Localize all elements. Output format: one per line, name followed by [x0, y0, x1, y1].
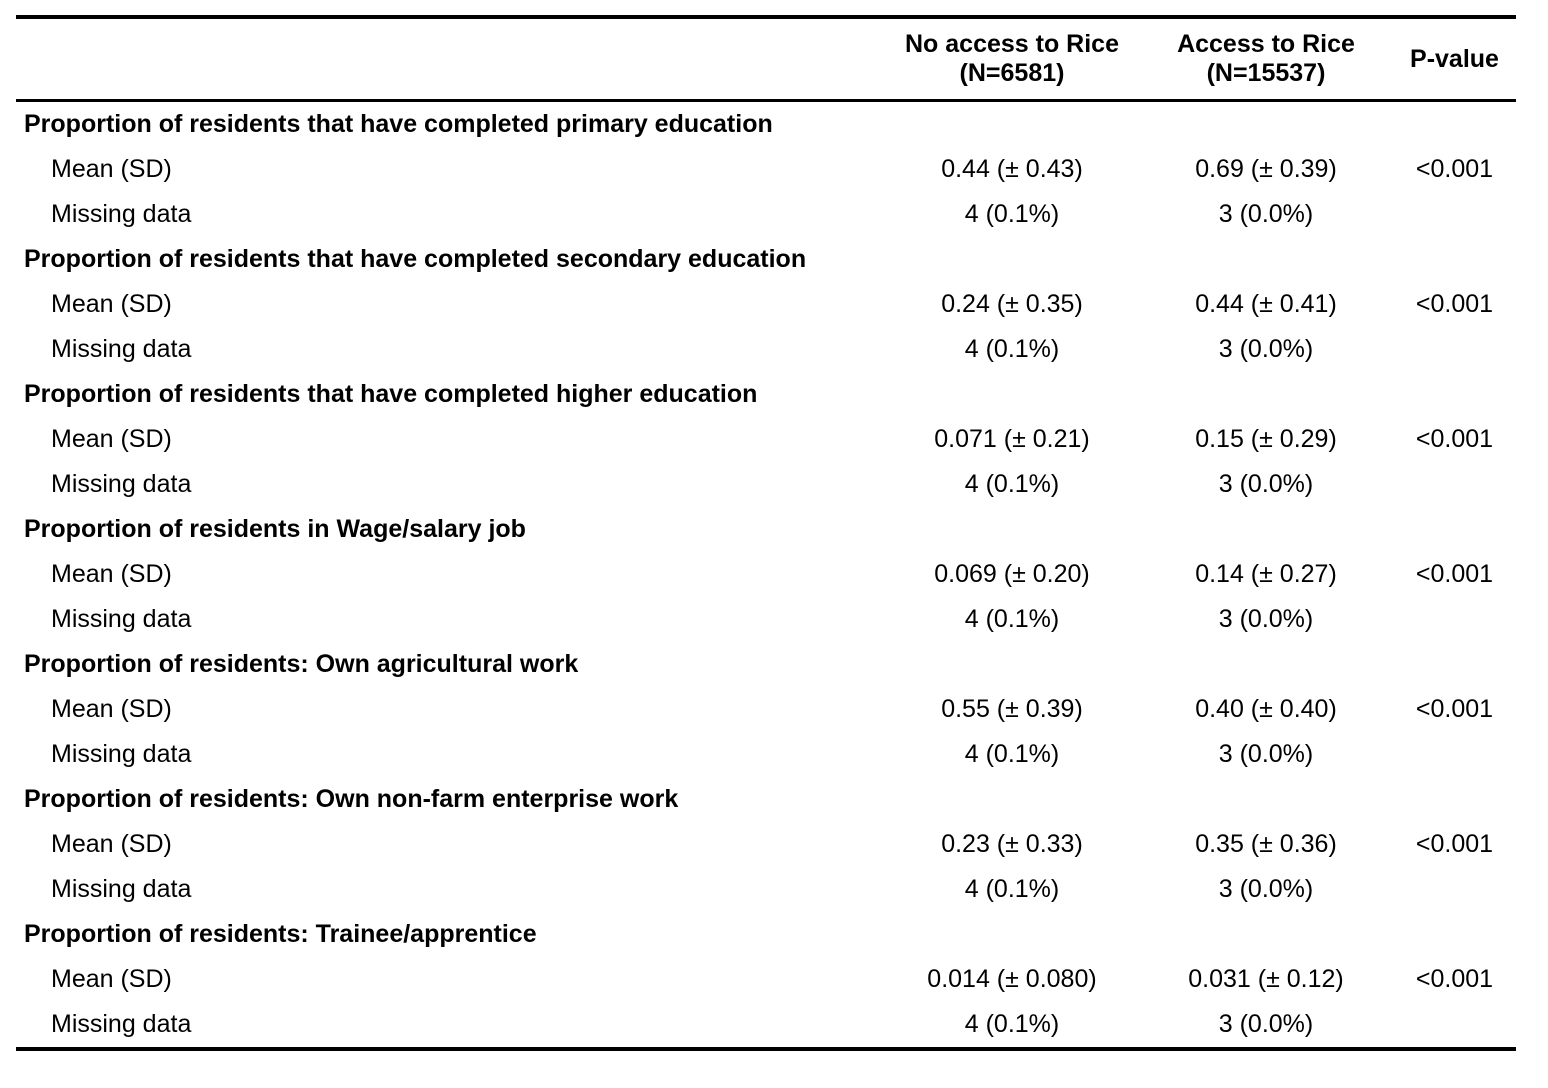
no-access-cell: 4 (0.1%)	[964, 875, 1060, 903]
missing-row: Missing data 4 (0.1%) 3 (0.0%)	[16, 867, 1516, 912]
group-header-row: Proportion of residents that have comple…	[16, 237, 1516, 282]
stat-label: Mean (SD)	[51, 695, 172, 723]
access-cell: 3 (0.0%)	[1218, 200, 1314, 228]
no-access-cell: 0.23 (± 0.33)	[941, 830, 1083, 858]
no-access-cell: 4 (0.1%)	[964, 605, 1060, 633]
missing-row: Missing data 4 (0.1%) 3 (0.0%)	[16, 192, 1516, 237]
no-access-cell: 0.069 (± 0.20)	[934, 560, 1090, 588]
access-cell: 0.40 (± 0.40)	[1195, 695, 1337, 723]
p-value-cell: <0.001	[1415, 830, 1494, 858]
top-rule	[16, 15, 1516, 19]
missing-row: Missing data 4 (0.1%) 3 (0.0%)	[16, 462, 1516, 507]
p-value-cell: <0.001	[1415, 560, 1494, 588]
mean-row: Mean (SD) 0.014 (± 0.080) 0.031 (± 0.12) <0…	[16, 957, 1516, 1002]
bottom-rule	[16, 1047, 1516, 1051]
stat-label: Missing data	[51, 605, 192, 633]
access-cell: 0.35 (± 0.36)	[1195, 830, 1337, 858]
stat-label: Missing data	[51, 470, 192, 498]
group-header-row: Proportion of residents: Own agricultura…	[16, 642, 1516, 687]
header-access-n: (N=15537)	[1206, 59, 1326, 87]
access-cell: 3 (0.0%)	[1218, 740, 1314, 768]
group-header-row: Proportion of residents that have comple…	[16, 372, 1516, 417]
p-value-cell	[1393, 192, 1516, 237]
stat-label: Mean (SD)	[51, 155, 172, 183]
p-value-cell	[1393, 597, 1516, 642]
access-cell: 0.44 (± 0.41)	[1195, 290, 1337, 318]
access-cell: 3 (0.0%)	[1218, 470, 1314, 498]
stat-label: Missing data	[51, 200, 192, 228]
mean-row: Mean (SD) 0.23 (± 0.33) 0.35 (± 0.36) <0.00…	[16, 822, 1516, 867]
p-value-cell: <0.001	[1415, 155, 1494, 183]
access-cell: 3 (0.0%)	[1218, 875, 1314, 903]
header-rule	[16, 99, 1516, 102]
access-cell: 0.15 (± 0.29)	[1195, 425, 1337, 453]
stat-label: Mean (SD)	[51, 560, 172, 588]
missing-row: Missing data 4 (0.1%) 3 (0.0%)	[16, 327, 1516, 372]
mean-row: Mean (SD) 0.24 (± 0.35) 0.44 (± 0.41) <0.00…	[16, 282, 1516, 327]
stat-label: Mean (SD)	[51, 965, 172, 993]
no-access-cell: 4 (0.1%)	[964, 1010, 1060, 1038]
access-cell: 0.14 (± 0.27)	[1195, 560, 1337, 588]
no-access-cell: 4 (0.1%)	[964, 200, 1060, 228]
mean-row: Mean (SD) 0.071 (± 0.21) 0.15 (± 0.29) <0.0…	[16, 417, 1516, 462]
group-label: Proportion of residents: Own non-farm en…	[24, 785, 679, 813]
missing-row: Missing data 4 (0.1%) 3 (0.0%)	[16, 597, 1516, 642]
p-value-cell: <0.001	[1415, 965, 1494, 993]
no-access-cell: 0.55 (± 0.39)	[941, 695, 1083, 723]
stat-label: Missing data	[51, 740, 192, 768]
header-no-access-title: No access to Rice	[905, 30, 1119, 58]
p-value-cell: <0.001	[1415, 425, 1494, 453]
group-header-row: Proportion of residents: Trainee/apprent…	[16, 912, 1516, 957]
table-body: Proportion of residents that have comple…	[16, 102, 1516, 1047]
summary-table: No access to Rice (N=6581) Access to Ric…	[16, 15, 1516, 1051]
stat-label: Mean (SD)	[51, 290, 172, 318]
group-label: Proportion of residents: Own agricultura…	[24, 650, 579, 678]
no-access-cell: 0.014 (± 0.080)	[927, 965, 1097, 993]
header-p-value-label: P-value	[1410, 44, 1499, 73]
p-value-cell	[1393, 732, 1516, 777]
no-access-cell: 4 (0.1%)	[964, 335, 1060, 363]
mean-row: Mean (SD) 0.55 (± 0.39) 0.40 (± 0.40) <0.00…	[16, 687, 1516, 732]
header-no-access-n: (N=6581)	[959, 59, 1065, 87]
stat-label: Missing data	[51, 875, 192, 903]
group-label: Proportion of residents that have comple…	[24, 245, 807, 273]
group-label: Proportion of residents in Wage/salary j…	[24, 515, 526, 543]
access-cell: 3 (0.0%)	[1218, 1010, 1314, 1038]
group-header-row: Proportion of residents in Wage/salary j…	[16, 507, 1516, 552]
mean-row: Mean (SD) 0.44 (± 0.43) 0.69 (± 0.39) <0.00…	[16, 147, 1516, 192]
access-cell: 0.69 (± 0.39)	[1195, 155, 1337, 183]
group-label: Proportion of residents that have comple…	[24, 380, 758, 408]
stat-label: Missing data	[51, 1010, 192, 1038]
header-access: Access to Rice (N=15537)	[1139, 19, 1393, 99]
header-row: No access to Rice (N=6581) Access to Ric…	[16, 19, 1516, 99]
missing-row: Missing data 4 (0.1%) 3 (0.0%)	[16, 1002, 1516, 1047]
p-value-cell	[1393, 462, 1516, 507]
missing-row: Missing data 4 (0.1%) 3 (0.0%)	[16, 732, 1516, 777]
access-cell: 3 (0.0%)	[1218, 605, 1314, 633]
no-access-cell: 0.24 (± 0.35)	[941, 290, 1083, 318]
p-value-cell	[1393, 327, 1516, 372]
header-no-access: No access to Rice (N=6581)	[885, 19, 1139, 99]
header-access-title: Access to Rice	[1177, 30, 1355, 58]
stat-label: Missing data	[51, 335, 192, 363]
header-p-value: P-value	[1393, 19, 1516, 99]
no-access-cell: 0.071 (± 0.21)	[934, 425, 1090, 453]
p-value-cell: <0.001	[1415, 695, 1494, 723]
access-cell: 0.031 (± 0.12)	[1188, 965, 1344, 993]
no-access-cell: 0.44 (± 0.43)	[941, 155, 1083, 183]
access-cell: 3 (0.0%)	[1218, 335, 1314, 363]
stat-label: Mean (SD)	[51, 425, 172, 453]
group-header-row: Proportion of residents: Own non-farm en…	[16, 777, 1516, 822]
p-value-cell	[1393, 1002, 1516, 1047]
group-header-row: Proportion of residents that have comple…	[16, 102, 1516, 147]
mean-row: Mean (SD) 0.069 (± 0.20) 0.14 (± 0.27) <0.0…	[16, 552, 1516, 597]
group-label: Proportion of residents: Trainee/apprent…	[24, 920, 537, 948]
p-value-cell	[1393, 867, 1516, 912]
p-value-cell: <0.001	[1415, 290, 1494, 318]
no-access-cell: 4 (0.1%)	[964, 470, 1060, 498]
stat-label: Mean (SD)	[51, 830, 172, 858]
group-label: Proportion of residents that have comple…	[24, 110, 773, 138]
no-access-cell: 4 (0.1%)	[964, 740, 1060, 768]
